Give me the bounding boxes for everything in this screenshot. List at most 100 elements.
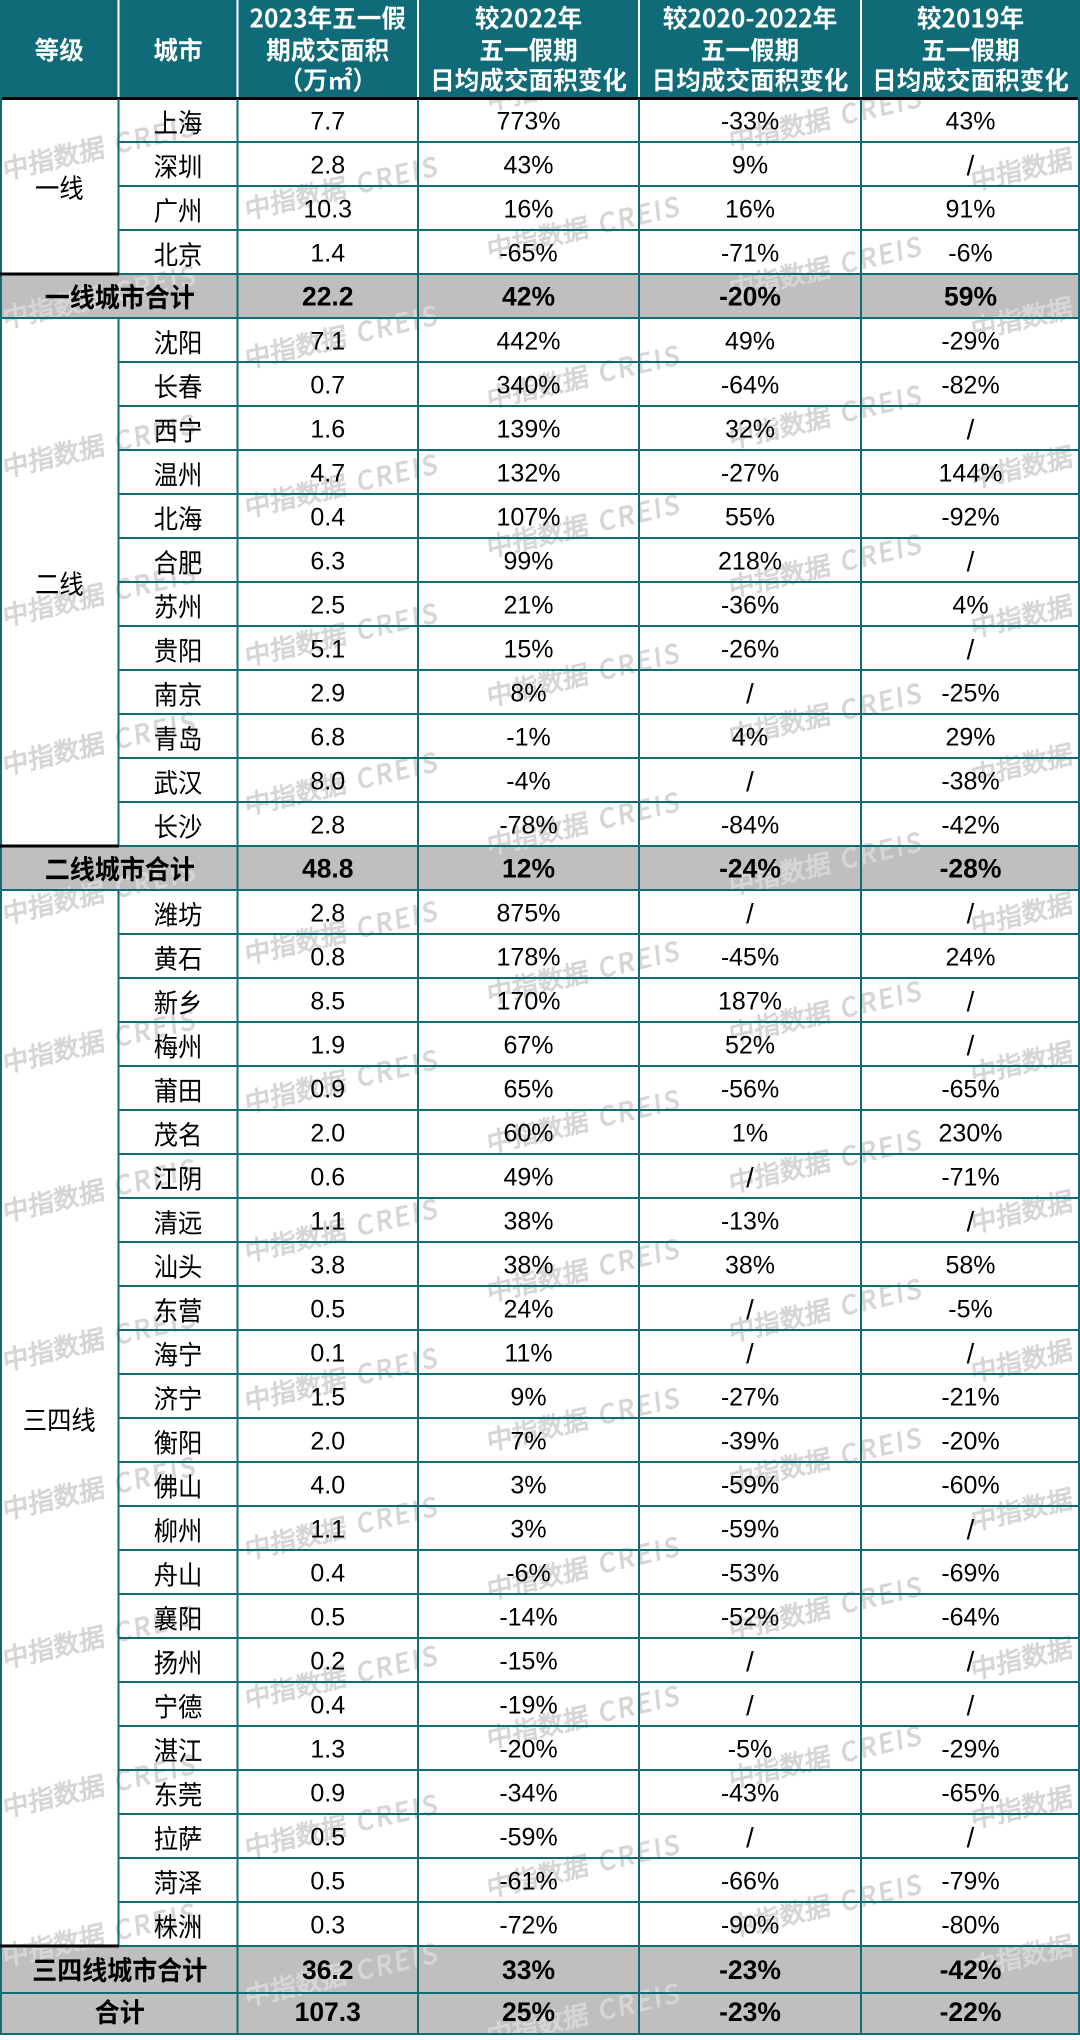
- svg-text:91%: 91%: [945, 196, 995, 224]
- svg-text:1.1: 1.1: [310, 1516, 345, 1544]
- svg-text:8.0: 8.0: [310, 768, 345, 796]
- svg-text:9%: 9%: [732, 152, 768, 180]
- svg-text:4%: 4%: [952, 592, 988, 620]
- svg-text:-20%: -20%: [499, 1736, 557, 1764]
- svg-text:-69%: -69%: [941, 1560, 999, 1588]
- svg-text:0.4: 0.4: [310, 1560, 345, 1588]
- svg-text:-20%: -20%: [719, 282, 781, 312]
- svg-text:-25%: -25%: [941, 680, 999, 708]
- svg-text:/: /: [967, 1690, 975, 1721]
- svg-text:-29%: -29%: [941, 328, 999, 356]
- svg-text:-4%: -4%: [506, 768, 550, 796]
- svg-text:58%: 58%: [945, 1252, 995, 1280]
- svg-text:-66%: -66%: [721, 1868, 779, 1896]
- svg-text:0.2: 0.2: [310, 1648, 345, 1676]
- svg-text:3%: 3%: [510, 1472, 546, 1500]
- svg-text:/: /: [967, 1514, 975, 1545]
- svg-text:-80%: -80%: [941, 1912, 999, 1940]
- svg-text:-64%: -64%: [941, 1604, 999, 1632]
- svg-text:/: /: [746, 1294, 754, 1325]
- svg-text:43%: 43%: [503, 152, 553, 180]
- svg-text:-84%: -84%: [721, 812, 779, 840]
- svg-text:38%: 38%: [503, 1252, 553, 1280]
- svg-text:0.8: 0.8: [310, 944, 345, 972]
- svg-text:0.5: 0.5: [310, 1824, 345, 1852]
- svg-text:-33%: -33%: [721, 108, 779, 136]
- svg-text:-5%: -5%: [728, 1736, 772, 1764]
- svg-text:-39%: -39%: [721, 1428, 779, 1456]
- svg-text:1.5: 1.5: [310, 1384, 345, 1412]
- svg-text:2.0: 2.0: [310, 1428, 345, 1456]
- svg-text:4.7: 4.7: [310, 460, 345, 488]
- svg-text:0.4: 0.4: [310, 1692, 345, 1720]
- svg-text:-21%: -21%: [941, 1384, 999, 1412]
- svg-text:22.2: 22.2: [302, 282, 354, 312]
- svg-text:0.9: 0.9: [310, 1076, 345, 1104]
- svg-text:/: /: [967, 414, 975, 445]
- svg-text:1.4: 1.4: [310, 240, 345, 268]
- svg-text:/: /: [967, 898, 975, 929]
- svg-text:3.8: 3.8: [310, 1252, 345, 1280]
- svg-text:0.5: 0.5: [310, 1296, 345, 1324]
- svg-text:-53%: -53%: [721, 1560, 779, 1588]
- svg-text:16%: 16%: [503, 196, 553, 224]
- svg-text:-6%: -6%: [506, 1560, 550, 1588]
- svg-text:-59%: -59%: [721, 1472, 779, 1500]
- svg-text:7%: 7%: [510, 1428, 546, 1456]
- svg-text:36.2: 36.2: [302, 1955, 354, 1985]
- svg-text:-6%: -6%: [948, 240, 992, 268]
- svg-text:-22%: -22%: [940, 1997, 1002, 2027]
- svg-text:139%: 139%: [497, 416, 561, 444]
- svg-text:/: /: [746, 1822, 754, 1853]
- svg-text:67%: 67%: [503, 1032, 553, 1060]
- svg-text:-20%: -20%: [941, 1428, 999, 1456]
- svg-text:24%: 24%: [945, 944, 995, 972]
- svg-text:-79%: -79%: [941, 1868, 999, 1896]
- svg-text:/: /: [746, 1162, 754, 1193]
- svg-text:42%: 42%: [502, 282, 555, 312]
- svg-text:/: /: [967, 1206, 975, 1237]
- svg-text:/: /: [746, 766, 754, 797]
- svg-text:0.6: 0.6: [310, 1164, 345, 1192]
- svg-text:-1%: -1%: [506, 724, 550, 752]
- svg-text:-90%: -90%: [721, 1912, 779, 1940]
- svg-text:/: /: [967, 1030, 975, 1061]
- svg-text:-13%: -13%: [721, 1208, 779, 1236]
- svg-text:-56%: -56%: [721, 1076, 779, 1104]
- svg-text:8%: 8%: [510, 680, 546, 708]
- svg-text:5.1: 5.1: [310, 636, 345, 664]
- svg-text:144%: 144%: [939, 460, 1003, 488]
- svg-text:15%: 15%: [503, 636, 553, 664]
- svg-text:132%: 132%: [497, 460, 561, 488]
- svg-text:24%: 24%: [503, 1296, 553, 1324]
- svg-text:16%: 16%: [725, 196, 775, 224]
- svg-text:32%: 32%: [725, 416, 775, 444]
- svg-text:60%: 60%: [503, 1120, 553, 1148]
- svg-text:/: /: [967, 634, 975, 665]
- svg-text:6.8: 6.8: [310, 724, 345, 752]
- svg-text:-65%: -65%: [499, 240, 557, 268]
- svg-text:340%: 340%: [497, 372, 561, 400]
- svg-text:-26%: -26%: [721, 636, 779, 664]
- svg-text:0.7: 0.7: [310, 372, 345, 400]
- svg-text:-82%: -82%: [941, 372, 999, 400]
- svg-text:2.0: 2.0: [310, 1120, 345, 1148]
- svg-text:-42%: -42%: [941, 812, 999, 840]
- svg-text:-38%: -38%: [941, 768, 999, 796]
- svg-text:-78%: -78%: [499, 812, 557, 840]
- svg-text:/: /: [967, 546, 975, 577]
- svg-text:49%: 49%: [725, 328, 775, 356]
- svg-text:49%: 49%: [503, 1164, 553, 1192]
- svg-text:-65%: -65%: [941, 1076, 999, 1104]
- svg-text:8.5: 8.5: [310, 988, 345, 1016]
- svg-text:0.4: 0.4: [310, 504, 345, 532]
- svg-text:-65%: -65%: [941, 1780, 999, 1808]
- svg-text:10.3: 10.3: [303, 196, 352, 224]
- svg-text:2.8: 2.8: [310, 900, 345, 928]
- svg-text:-61%: -61%: [499, 1868, 557, 1896]
- svg-text:/: /: [746, 1690, 754, 1721]
- svg-text:4.0: 4.0: [310, 1472, 345, 1500]
- svg-text:-71%: -71%: [721, 240, 779, 268]
- svg-text:-71%: -71%: [941, 1164, 999, 1192]
- svg-text:7.7: 7.7: [310, 108, 345, 136]
